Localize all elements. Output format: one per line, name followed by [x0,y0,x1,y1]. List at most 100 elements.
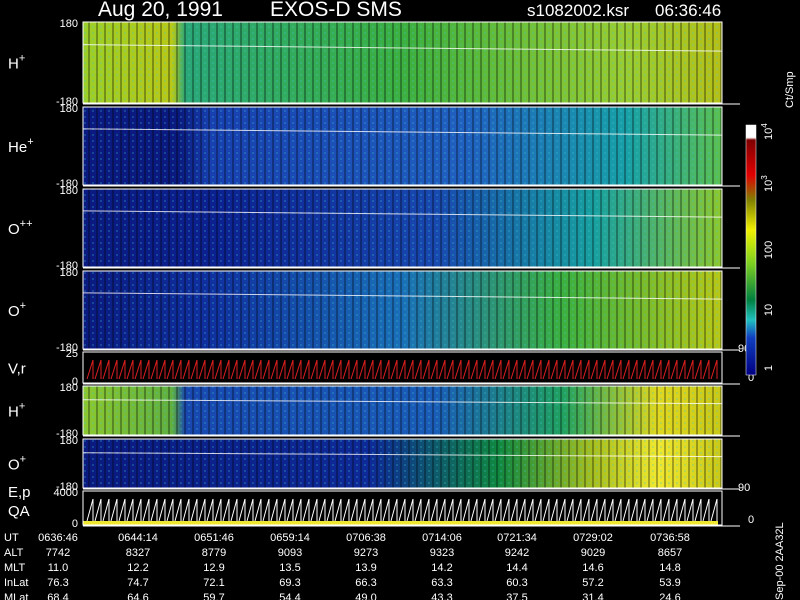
trace-line [82,399,723,405]
table-cell: 9242 [505,547,529,559]
power-base: 10 [763,128,775,140]
panel-label: H+ [8,53,25,73]
panel-texture [83,386,722,435]
panel-frame [82,490,723,526]
table-cell: 66.3 [355,577,376,589]
qa-bar [83,521,718,525]
time: 06:36:46 [655,1,721,20]
y-tick-label: -180 [56,178,78,190]
panel-frame [82,106,723,186]
y-tick-label: 180 [60,267,78,279]
colorbar-tick-label: 10 [763,304,775,316]
table-cell: 31.4 [582,592,603,600]
table-cell: 7742 [46,547,70,559]
panel-label: E,p [8,484,31,501]
table-cell: 60.3 [506,577,527,589]
table-cell: 8327 [126,547,150,559]
table-cell: 12.2 [127,562,148,574]
y-tick-label: 180 [60,185,78,197]
table-cell: 53.9 [659,577,680,589]
y-tick-label: 180 [60,435,78,447]
ion-name: H [8,404,19,421]
table-cell: 59.7 [203,592,224,600]
ion-charge: + [27,136,33,148]
ion-charge: + [20,300,26,312]
trace-line [82,210,723,218]
table-cell: 0636:46 [38,532,78,544]
table-cell: 68.4 [47,592,68,600]
y-tick-label: 25 [66,348,78,360]
table-cell: 9093 [278,547,302,559]
panel-texture [83,439,722,488]
panel-frame [82,438,723,489]
panel-label: H+ [8,401,25,421]
table-cell: 14.6 [582,562,603,574]
ion-name: O [8,303,20,320]
y-tick-label: 4000 [54,487,78,499]
ion-charge: ++ [20,218,33,230]
table-cell: 14.4 [506,562,527,574]
row-label: UT [4,532,19,544]
y-tick-label: -180 [56,428,78,440]
right-tick-label: 0 [748,514,754,526]
panel-label: V,r [8,361,26,378]
table-cell: 0736:58 [650,532,690,544]
y-tick-label: 180 [60,382,78,394]
y-tick-label: -180 [56,342,78,354]
power-exponent: 3 [760,175,769,180]
colorbar-tick-label: 100 [763,241,775,259]
trace-line [82,44,723,52]
panel-texture [83,189,722,267]
table-cell: 57.2 [582,577,603,589]
y-tick-label: -180 [56,260,78,272]
table-cell: 72.1 [203,577,224,589]
table-cell: 43.3 [431,592,452,600]
ion-name: O [8,457,20,474]
panel-frame [82,188,723,268]
sawtooth-trace [86,359,718,380]
table-cell: 64.6 [127,592,148,600]
panel-texture [83,22,722,103]
table-cell: 8779 [202,547,226,559]
table-cell: 0644:14 [118,532,158,544]
date: Aug 20, 1991 [98,0,223,21]
table-cell: 0714:06 [422,532,462,544]
ion-charge: + [20,454,26,466]
y-tick-label: 0 [72,518,78,530]
table-cell: 49.0 [355,592,376,600]
right-tick-label: 90 [738,482,750,494]
table-cell: 8657 [658,547,682,559]
footer: Sep-00 2AA32L [774,522,786,600]
table-cell: 0706:38 [346,532,386,544]
y-tick-label: 180 [60,103,78,115]
table-cell: 74.7 [127,577,148,589]
panel-frame [82,385,723,436]
right-tick-label: 0 [748,372,754,384]
row-label: MLat [4,592,28,600]
table-cell: 54.4 [279,592,300,600]
panel-label: O+ [8,454,26,474]
table-cell: 9323 [430,547,454,559]
y-tick-label: 180 [60,18,78,30]
row-label: InLat [4,577,28,589]
colorbar-tick-label: 1 [763,365,775,371]
trace-line [82,128,723,136]
panel-label: O++ [8,218,33,238]
colorbar-tick-label: 103 [760,175,775,192]
panel-texture [83,107,722,185]
trace-line [82,292,723,300]
table-cell: 14.8 [659,562,680,574]
table-cell: 69.3 [279,577,300,589]
panel-frame [82,351,723,384]
y-tick-label: -180 [56,481,78,493]
table-cell: 9273 [354,547,378,559]
panel-label: O+ [8,300,26,320]
instrument: EXOS-D SMS [270,0,402,21]
table-cell: 11.0 [48,562,69,574]
ion-charge: + [19,401,25,413]
sawtooth-trace [86,498,718,522]
table-cell: 63.3 [431,577,452,589]
panels: 180-180H+180-180He+180-180O++180-180O+25… [8,18,754,530]
table-cell: 0721:34 [497,532,537,544]
